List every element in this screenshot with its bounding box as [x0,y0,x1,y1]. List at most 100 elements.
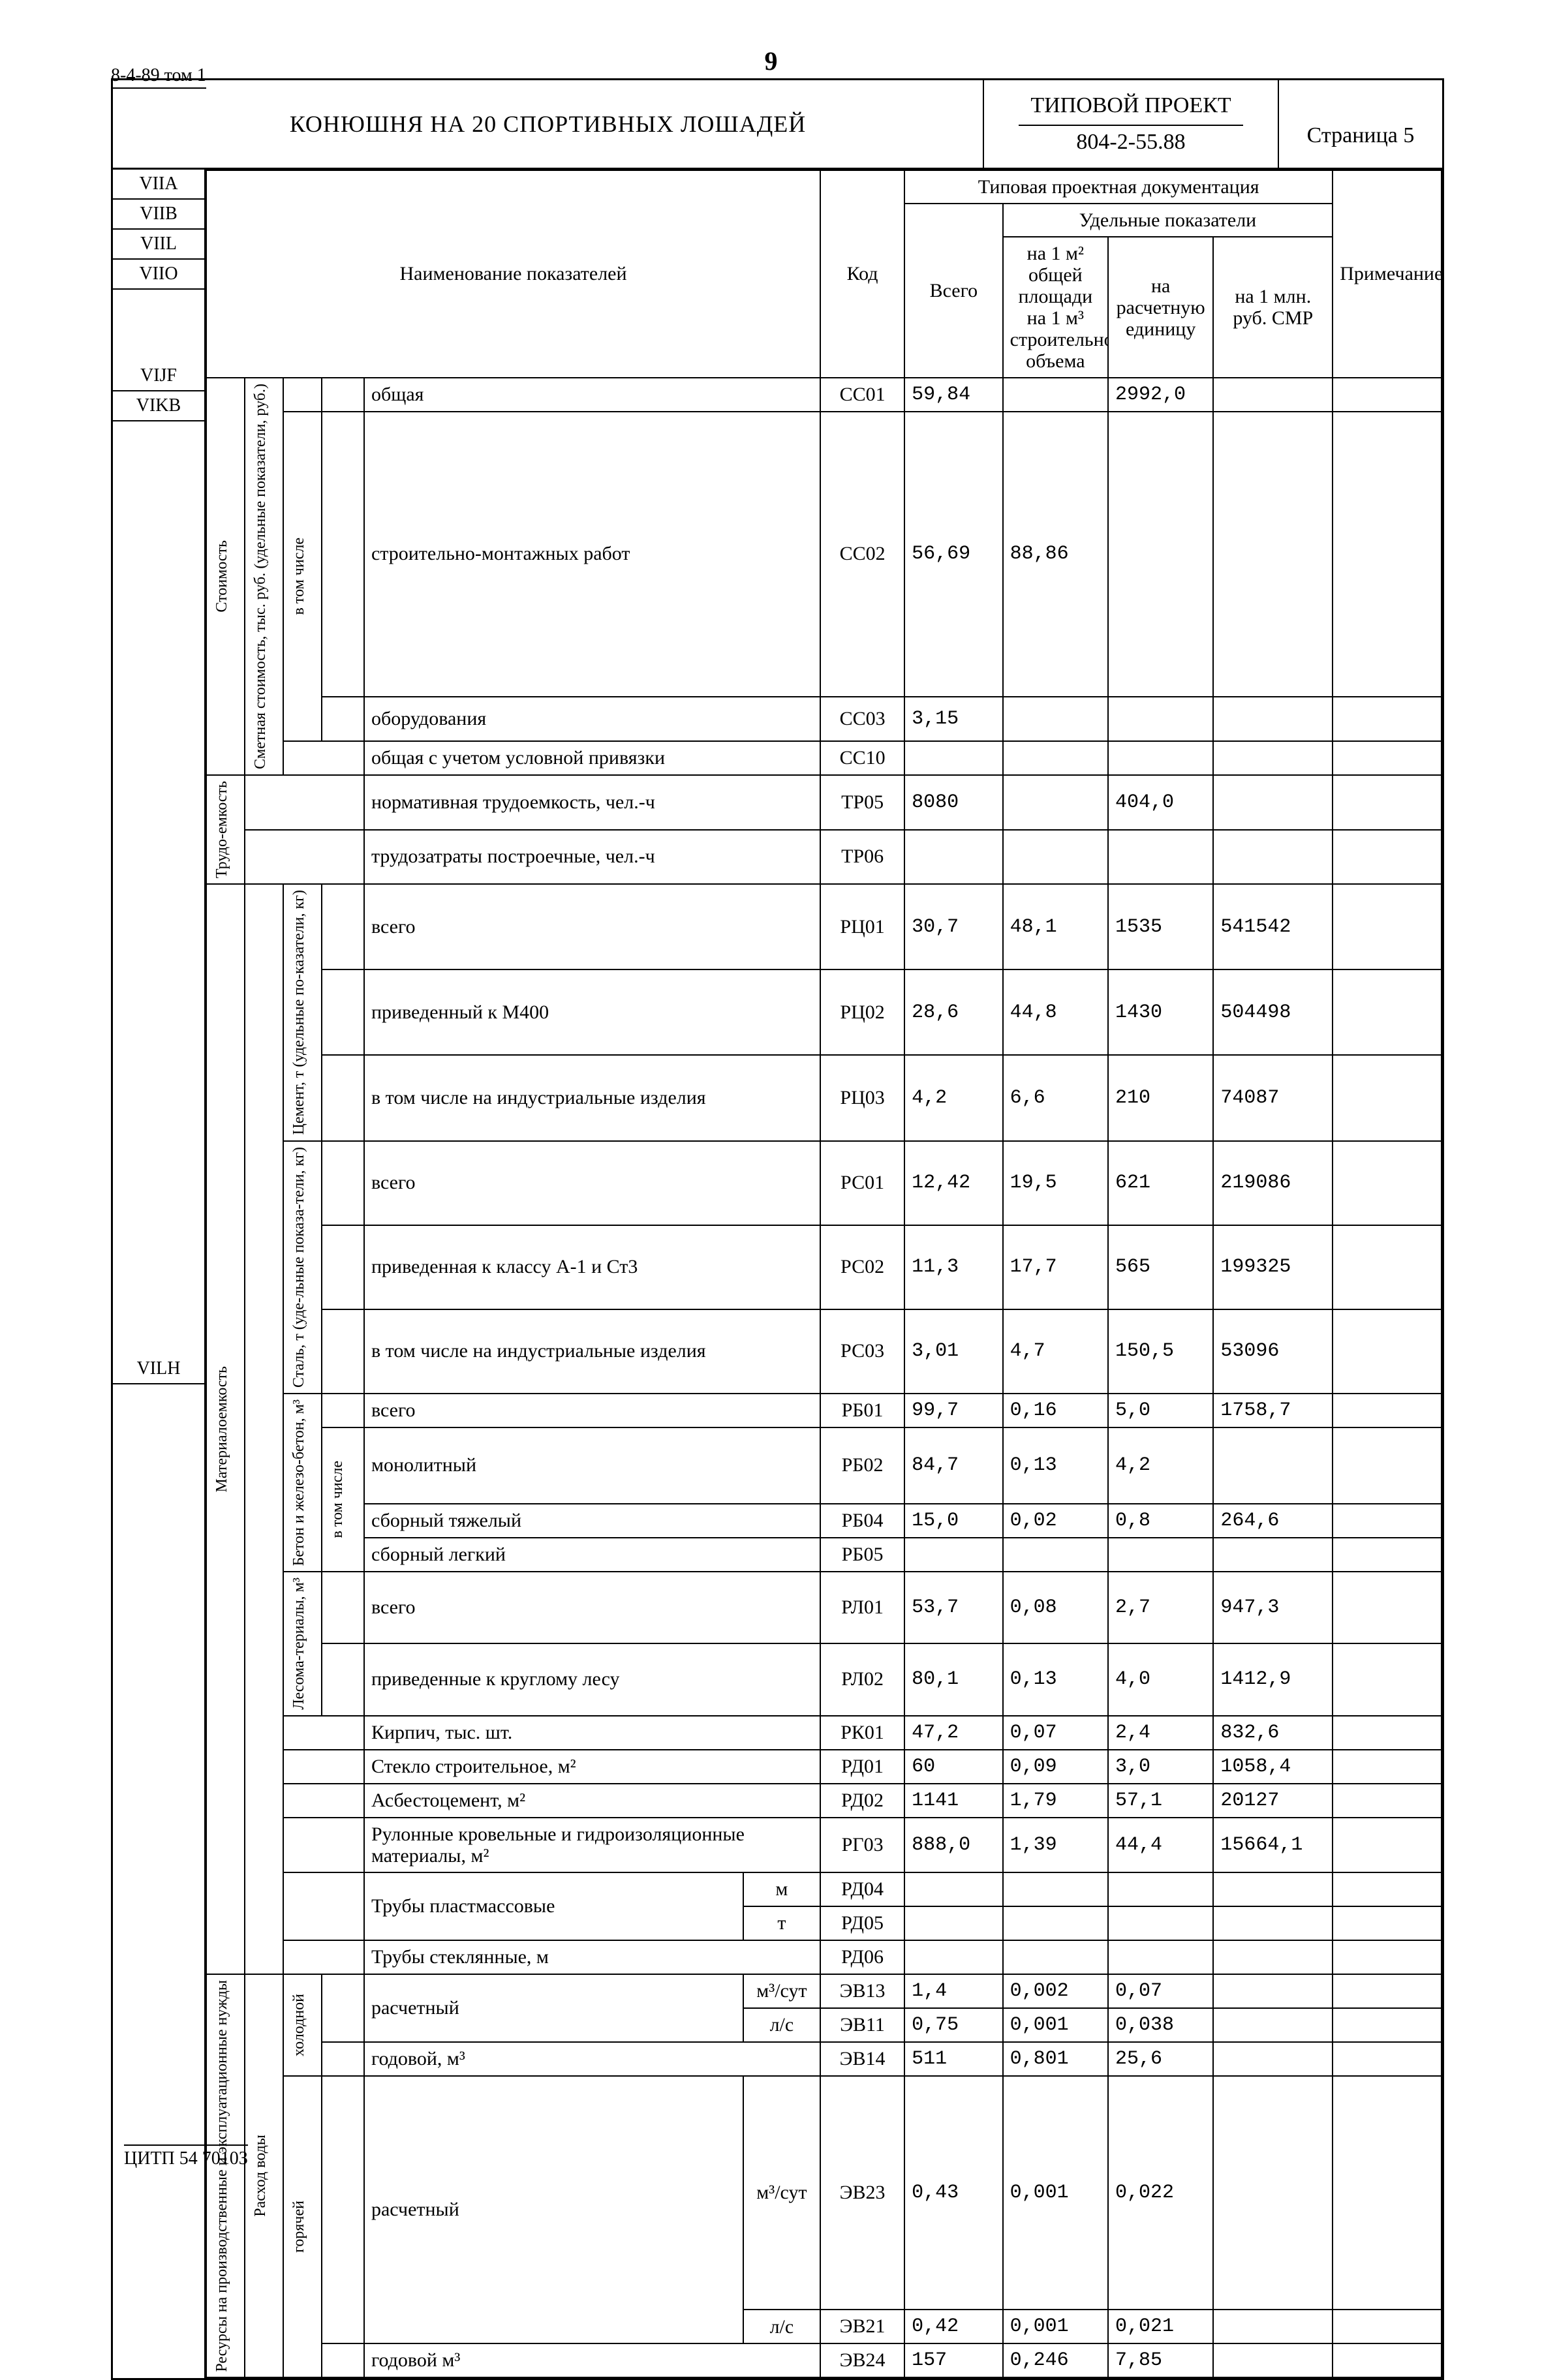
cell: общая с учетом условной привязки [364,741,820,775]
cell: 565 [1108,1225,1213,1309]
cell: РД04 [820,1872,904,1906]
cell: приведенный к М400 [364,969,820,1055]
cell: в том числе на индустриальные изделия [364,1309,820,1394]
cell: 25,6 [1108,2042,1213,2076]
table-row: годовой м³ЭВ241570,2467,85 [206,2343,1442,2377]
table-row: Ресурсы на производственные и эксплуатац… [206,1974,1442,2008]
cell [1108,1872,1213,1906]
table-row: сборный тяжелыйРБ0415,00,020,8264,6 [206,1504,1442,1538]
cell [904,830,1003,885]
cell: 511 [904,2042,1003,2076]
cell: Сметная стоимость, тыс. руб. (удельные п… [245,378,283,775]
cell [1333,1055,1442,1140]
cell [1333,2310,1442,2343]
table-row: общая с учетом условной привязкиСС10 [206,741,1442,775]
cell [1108,1940,1213,1974]
cell: 0,75 [904,2008,1003,2042]
cell [1333,1940,1442,1974]
cell: ЭВ13 [820,1974,904,2008]
project-title: КОНЮШНЯ НА 20 СПОРТИВНЫХ ЛОШАДЕЙ [113,80,984,168]
cell [1213,2042,1333,2076]
cell: ЭВ23 [820,2076,904,2310]
cell: 28,6 [904,969,1003,1055]
cell [322,2343,364,2377]
cell [1213,1872,1333,1906]
table-row: приведенная к классу А-1 и Ст3РС0211,317… [206,1225,1442,1309]
cell: Расход воды [245,1974,283,2378]
cell [322,1572,364,1643]
cell: 1,39 [1003,1818,1108,1872]
cell [1003,1906,1108,1940]
cell: 210 [1108,1055,1213,1140]
page-label: Страница 5 [1279,80,1442,168]
cell [1333,697,1442,741]
cell: РЦ01 [820,884,904,969]
cell [1333,1818,1442,1872]
cell [1108,1906,1213,1940]
cell [322,1643,364,1715]
cell: 53096 [1213,1309,1333,1394]
cell: всего [364,1394,820,1427]
col-total: Всего [904,204,1003,378]
cell: Лесома-териалы, м³ [283,1572,322,1716]
cell: 80,1 [904,1643,1003,1715]
cell: 17,7 [1003,1225,1108,1309]
margin-code: VIKB [113,391,204,421]
cell: Стекло строительное, м² [364,1750,820,1784]
cell: 7,85 [1108,2343,1213,2377]
cell [1213,2008,1333,2042]
margin-code: VIIB [113,200,204,230]
cell: РЛ01 [820,1572,904,1643]
cell: 0,13 [1003,1427,1108,1504]
cell: ТР06 [820,830,904,885]
col-code: Код [820,170,904,378]
cell [1333,1309,1442,1394]
cell [322,378,364,412]
cell: 48,1 [1003,884,1108,969]
cell: 504498 [1213,969,1333,1055]
margin-code: VIIL [113,230,204,260]
cell: 150,5 [1108,1309,1213,1394]
cell [1333,2076,1442,2310]
doc-code: 8-4-89 том 1 [111,65,206,89]
cell: 0,02 [1003,1504,1108,1538]
cell: 0,09 [1003,1750,1108,1784]
cell [904,1940,1003,1974]
cell [1333,2343,1442,2377]
cell: сборный легкий [364,1538,820,1572]
cell [322,1394,364,1427]
table-row: Сталь, т (уде-льные показа-тели, кг)всег… [206,1141,1442,1225]
cell [283,1784,364,1818]
cell: РД01 [820,1750,904,1784]
cell [283,1940,364,1974]
cell [1333,1716,1442,1750]
cell [1333,1974,1442,2008]
cell [322,2042,364,2076]
header-row: КОНЮШНЯ НА 20 СПОРТИВНЫХ ЛОШАДЕЙ ТИПОВОЙ… [113,80,1442,170]
cell [1003,830,1108,885]
cell [322,412,364,697]
cell: монолитный [364,1427,820,1504]
cell: в том числе на индустриальные изделия [364,1055,820,1140]
cell: приведенные к круглому лесу [364,1643,820,1715]
cell [1108,697,1213,741]
cell: РЦ03 [820,1055,904,1140]
cell: Кирпич, тыс. шт. [364,1716,820,1750]
cell [1333,1504,1442,1538]
cell [1333,1572,1442,1643]
cell [322,969,364,1055]
cell: в том числе [322,1427,364,1572]
document-frame: КОНЮШНЯ НА 20 СПОРТИВНЫХ ЛОШАДЕЙ ТИПОВОЙ… [111,78,1444,2380]
cell: 1,4 [904,1974,1003,2008]
cell: РК01 [820,1716,904,1750]
cell: Трубы стеклянные, м [364,1940,820,1974]
cell: 0,001 [1003,2076,1108,2310]
cell: 0,16 [1003,1394,1108,1427]
cell: РС02 [820,1225,904,1309]
cell [1003,1538,1108,1572]
cell: м [743,1872,820,1906]
cell: оборудования [364,697,820,741]
cell: всего [364,1141,820,1225]
cell [1003,1940,1108,1974]
cell: РБ02 [820,1427,904,1504]
